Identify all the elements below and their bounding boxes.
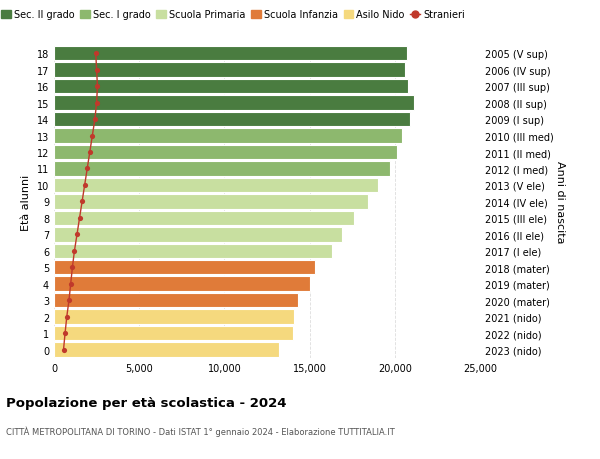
Point [92,67,101,74]
Bar [54,162,389,176]
Point [72,231,82,239]
Bar [54,277,310,291]
Point [60,330,70,337]
Bar [54,146,397,160]
Point [85,149,95,157]
Bar [54,260,315,275]
Y-axis label: Età alunni: Età alunni [21,174,31,230]
Bar [54,211,354,226]
Y-axis label: Anni di nascita: Anni di nascita [555,161,565,243]
Point [68,264,77,271]
Point [88,133,97,140]
Legend: Sec. II grado, Sec. I grado, Scuola Primaria, Scuola Infanzia, Asilo Nido, Stran: Sec. II grado, Sec. I grado, Scuola Prim… [1,10,465,20]
Point [62,313,71,321]
Point [92,83,102,90]
Point [70,247,79,255]
Point [92,100,101,107]
Bar [54,326,293,341]
Bar [54,112,410,127]
Text: Popolazione per età scolastica - 2024: Popolazione per età scolastica - 2024 [6,396,287,409]
Point [75,215,85,222]
Text: CITTÀ METROPOLITANA DI TORINO - Dati ISTAT 1° gennaio 2024 - Elaborazione TUTTIT: CITTÀ METROPOLITANA DI TORINO - Dati IST… [6,425,395,436]
Bar [54,342,279,357]
Bar [54,178,378,193]
Bar [54,293,298,308]
Bar [54,63,405,78]
Point [77,198,87,206]
Point [59,346,68,353]
Bar [54,80,409,94]
Point [91,50,101,58]
Point [80,182,89,189]
Point [82,165,92,173]
Point [90,116,100,123]
Bar [54,96,413,111]
Bar [54,228,342,242]
Bar [54,47,407,62]
Point [64,297,74,304]
Bar [54,129,401,144]
Bar [54,244,332,258]
Bar [54,310,294,324]
Point [66,280,76,288]
Bar [54,195,368,209]
